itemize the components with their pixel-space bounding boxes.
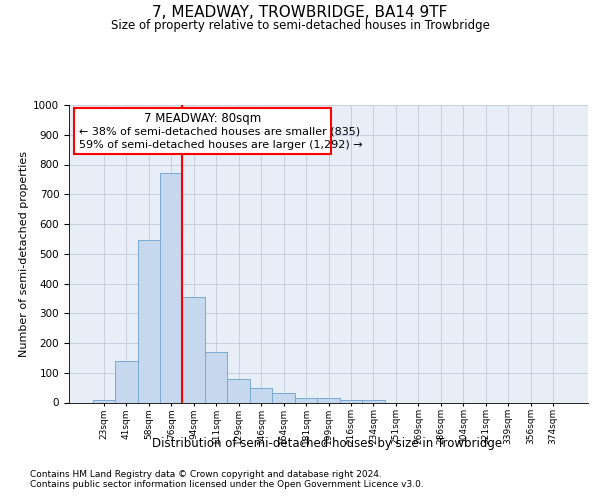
Bar	[182, 297, 205, 403]
Text: Distribution of semi-detached houses by size in Trowbridge: Distribution of semi-detached houses by …	[152, 438, 502, 450]
Text: 59% of semi-detached houses are larger (1,292) →: 59% of semi-detached houses are larger (…	[79, 140, 363, 150]
Bar	[205, 352, 227, 403]
Bar	[160, 174, 182, 402]
Text: Size of property relative to semi-detached houses in Trowbridge: Size of property relative to semi-detach…	[110, 19, 490, 32]
Bar	[227, 378, 250, 402]
Bar	[362, 400, 385, 402]
Bar	[295, 398, 317, 402]
Text: 7 MEADWAY: 80sqm: 7 MEADWAY: 80sqm	[144, 112, 261, 124]
Bar	[137, 240, 160, 402]
Bar	[340, 400, 362, 402]
Bar	[272, 392, 295, 402]
Bar	[92, 400, 115, 402]
Y-axis label: Number of semi-detached properties: Number of semi-detached properties	[19, 151, 29, 357]
Bar	[115, 362, 137, 403]
Text: 7, MEADWAY, TROWBRIDGE, BA14 9TF: 7, MEADWAY, TROWBRIDGE, BA14 9TF	[152, 5, 448, 20]
Bar	[74, 108, 331, 154]
Text: Contains public sector information licensed under the Open Government Licence v3: Contains public sector information licen…	[30, 480, 424, 489]
Bar	[250, 388, 272, 402]
Text: Contains HM Land Registry data © Crown copyright and database right 2024.: Contains HM Land Registry data © Crown c…	[30, 470, 382, 479]
Text: ← 38% of semi-detached houses are smaller (835): ← 38% of semi-detached houses are smalle…	[79, 126, 361, 136]
Bar	[317, 398, 340, 402]
